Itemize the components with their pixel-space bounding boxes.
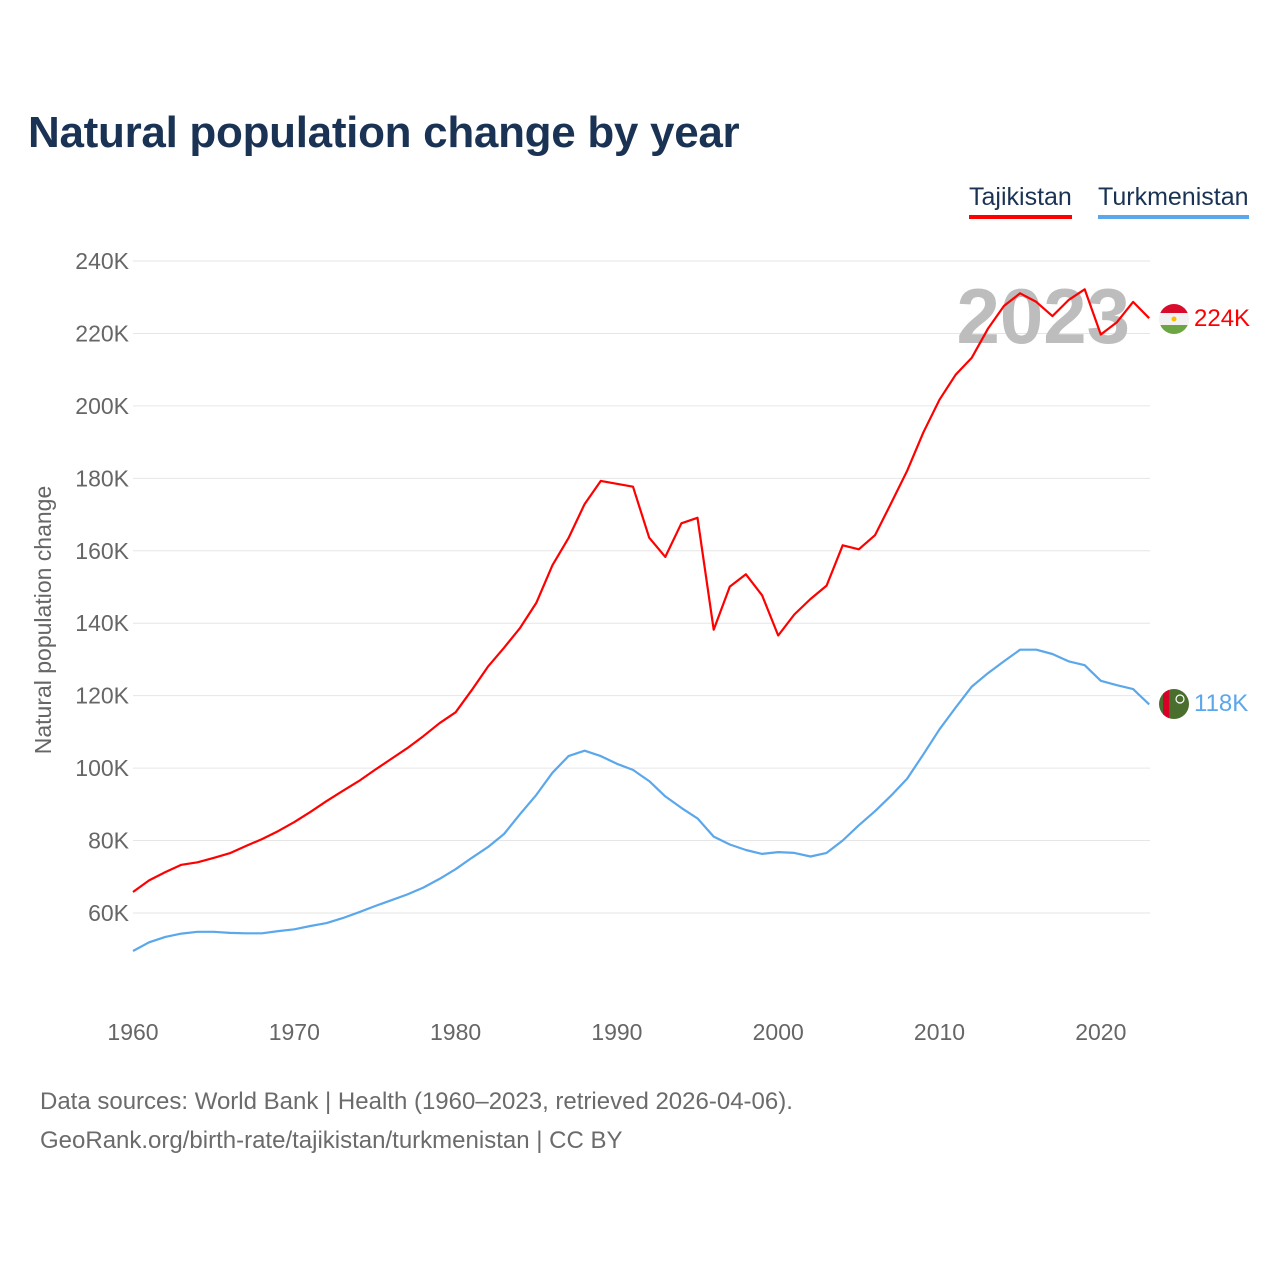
x-tick-label: 1980 — [430, 1019, 481, 1045]
y-tick-label: 160K — [75, 538, 129, 564]
chart-title: Natural population change by year — [28, 108, 740, 157]
footer-sources: Data sources: World Bank | Health (1960–… — [40, 1088, 793, 1115]
series-lines — [132, 288, 1150, 952]
x-axis-ticks: 1960 1970 1980 1990 2000 2010 2020 — [107, 1019, 1126, 1045]
x-tick-label: 1960 — [107, 1019, 158, 1045]
legend-tajikistan[interactable]: Tajikistan — [969, 183, 1072, 219]
gridlines — [133, 260, 1150, 914]
legend-turkmenistan[interactable]: Turkmenistan — [1098, 183, 1249, 219]
tajikistan-flag-icon — [1159, 304, 1189, 334]
y-tick-label: 80K — [88, 828, 130, 854]
y-tick-label: 140K — [75, 610, 129, 636]
y-tick-label: 60K — [88, 900, 130, 926]
series-line-tajikistan — [132, 288, 1150, 893]
y-tick-label: 220K — [75, 320, 129, 346]
y-tick-label: 240K — [75, 248, 129, 274]
y-axis-label: Natural population change — [30, 486, 56, 755]
x-tick-label: 2020 — [1075, 1019, 1126, 1045]
footer-attribution: GeoRank.org/birth-rate/tajikistan/turkme… — [40, 1127, 623, 1154]
y-tick-label: 180K — [75, 465, 129, 491]
x-tick-label: 1970 — [269, 1019, 320, 1045]
year-watermark: 2023 — [956, 272, 1130, 360]
turkmenistan-flag-icon — [1159, 689, 1189, 719]
turkmenistan-end-label: 118K — [1194, 690, 1248, 717]
y-tick-label: 100K — [75, 755, 129, 781]
x-tick-label: 2010 — [914, 1019, 965, 1045]
x-tick-label: 1990 — [591, 1019, 642, 1045]
y-tick-label: 200K — [75, 393, 129, 419]
series-line-turkmenistan — [132, 648, 1150, 952]
tajikistan-end-label: 224K — [1194, 305, 1250, 332]
x-tick-label: 2000 — [753, 1019, 804, 1045]
y-tick-label: 120K — [75, 683, 129, 709]
y-axis-ticks: 60K 80K 100K 120K 140K 160K 180K 200K 220K 240K — [75, 248, 129, 926]
